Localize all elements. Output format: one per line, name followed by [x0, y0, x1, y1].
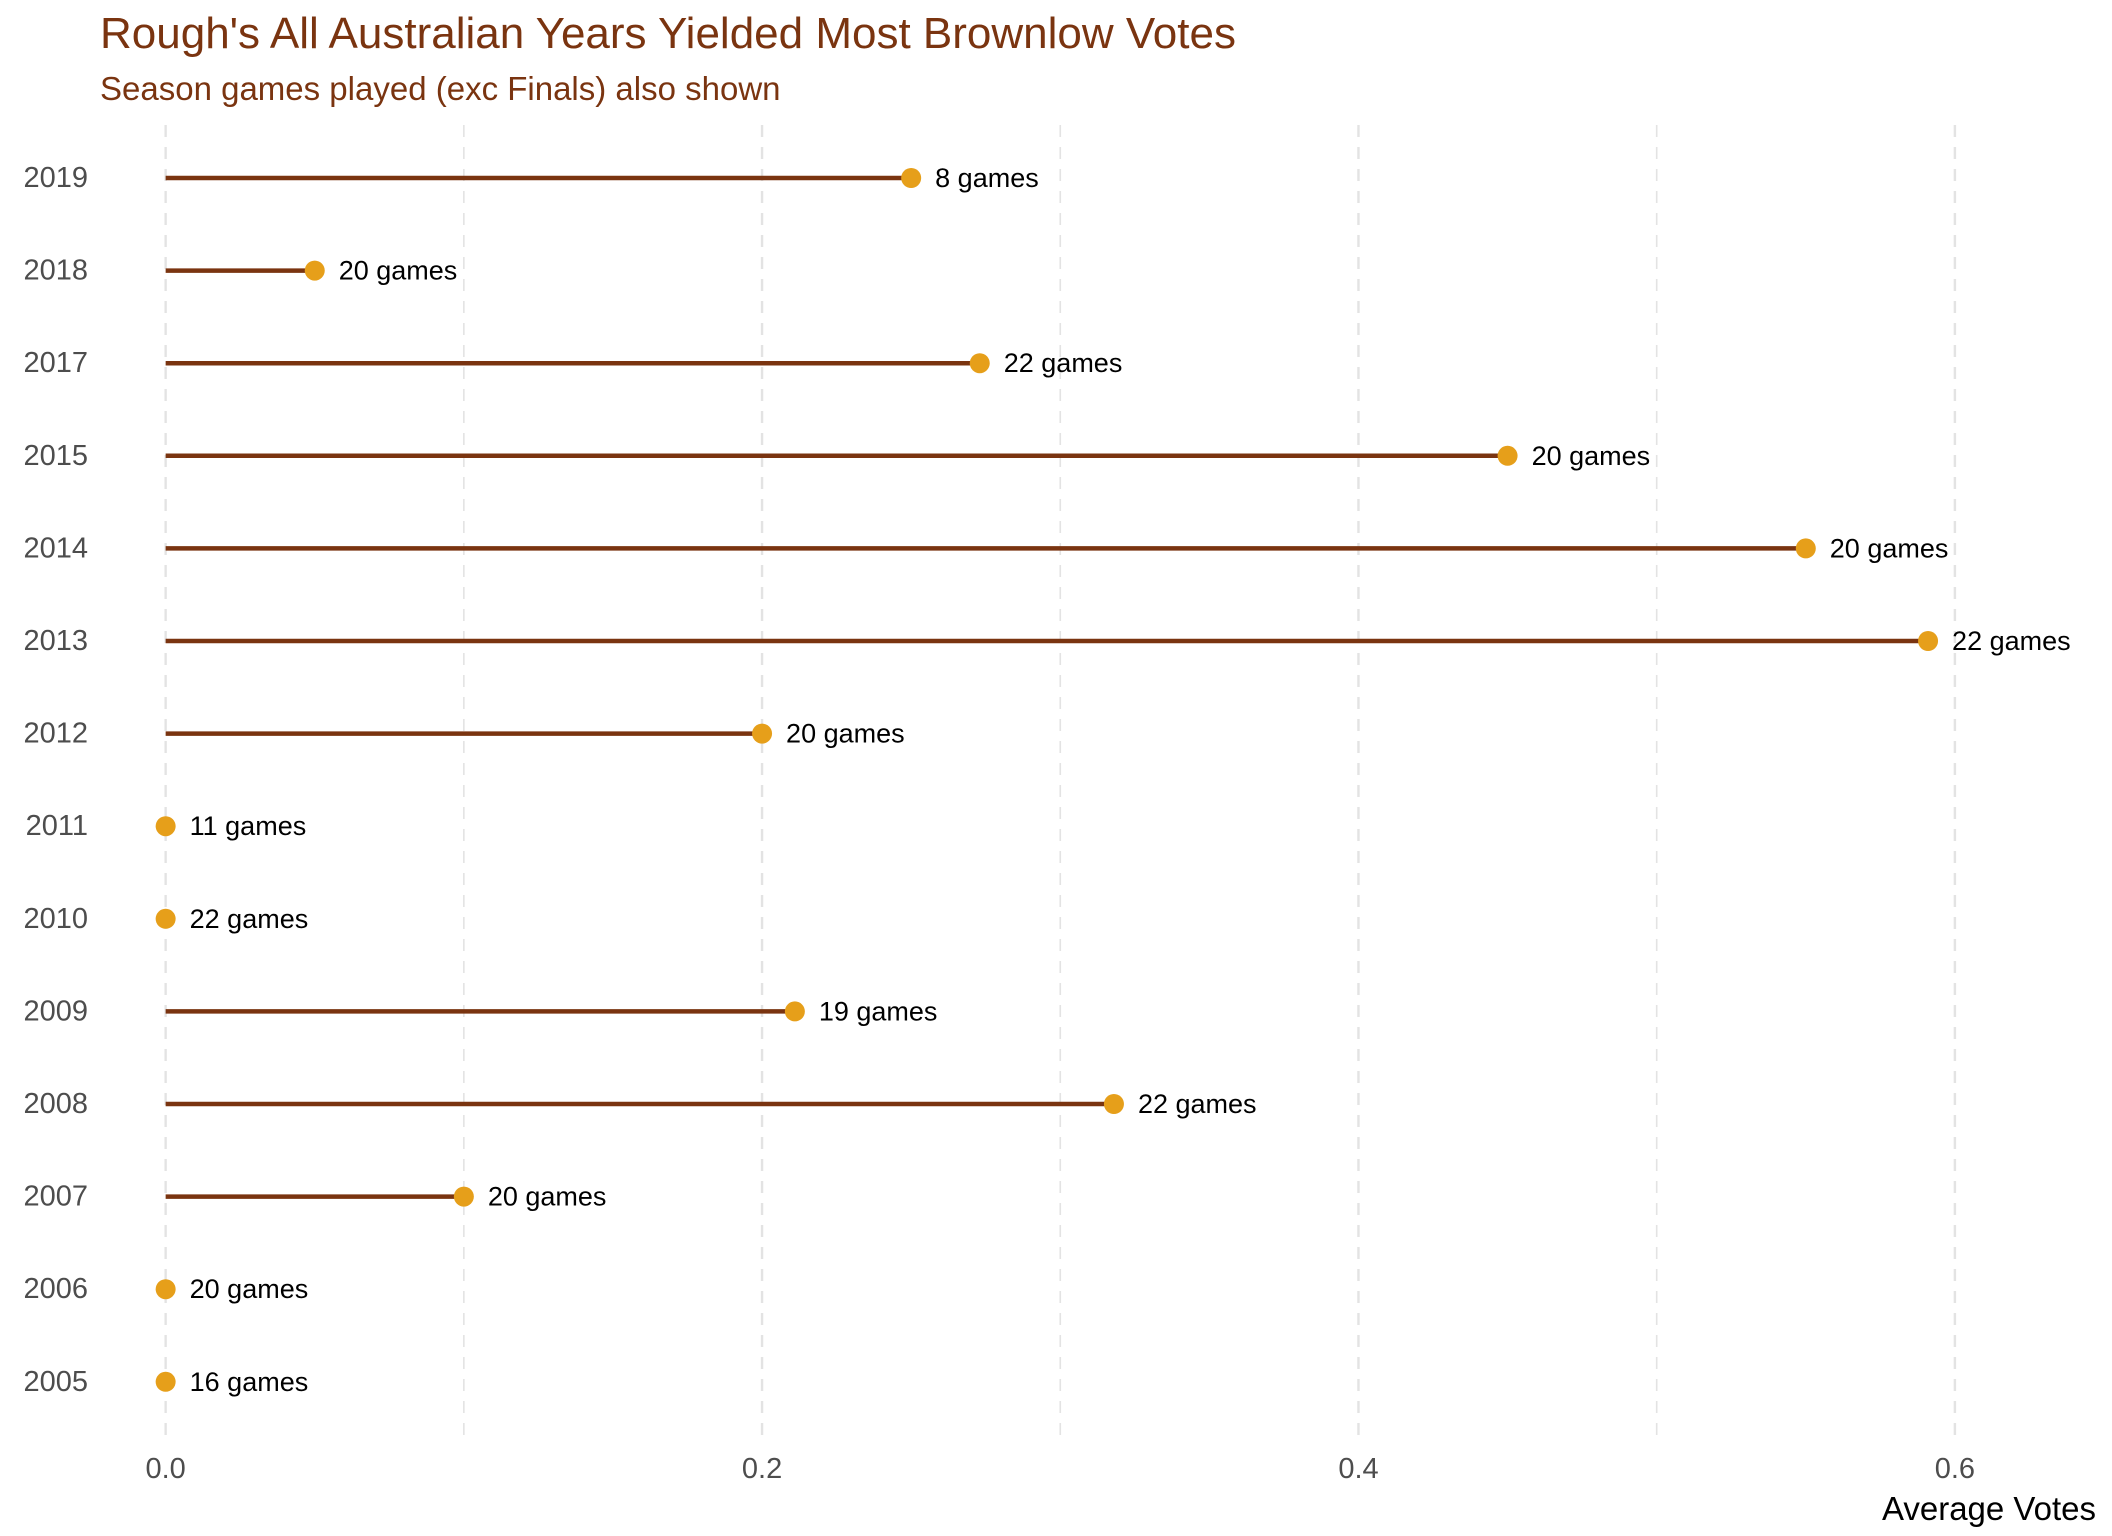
point-2018	[304, 260, 325, 281]
y-tick-label-2015: 2015	[23, 440, 88, 472]
y-tick-label-2010: 2010	[23, 903, 88, 935]
point-2012	[752, 723, 773, 744]
data-label-2011: 11 games	[190, 811, 307, 841]
point-2008	[1103, 1094, 1124, 1114]
y-tick-label-2014: 2014	[23, 532, 88, 564]
point-2007	[453, 1186, 474, 1207]
y-tick-label-2005: 2005	[23, 1366, 88, 1398]
y-tick-label-2011: 2011	[26, 810, 88, 842]
y-tick-label-2006: 2006	[23, 1273, 88, 1305]
data-label-2010: 22 games	[190, 904, 309, 934]
x-tick-label: 0.0	[145, 1453, 185, 1485]
chart-subtitle: Season games played (exc Finals) also sh…	[100, 70, 781, 107]
gridlines	[164, 125, 1957, 1440]
y-tick-label-2009: 2009	[23, 995, 88, 1027]
data-label-2018: 20 games	[339, 256, 458, 286]
point-2009	[784, 1001, 805, 1022]
point-2017	[969, 353, 990, 374]
x-tick-label: 0.6	[1935, 1453, 1975, 1485]
y-axis-ticks: 2019 2018 2017 2015 2014 2013 2012 2011 2010 2009…	[23, 162, 88, 1398]
y-tick-label-2007: 2007	[23, 1181, 88, 1213]
point-2010	[155, 908, 176, 929]
data-labels: 8 games 20 games 22 games 20 games 20 games 2…	[190, 163, 2071, 1397]
data-label-2005: 16 games	[190, 1367, 309, 1397]
y-tick-label-2012: 2012	[23, 718, 88, 750]
lollipop-stems	[165, 175, 1929, 1199]
data-label-2012: 20 games	[786, 719, 905, 749]
y-tick-label-2008: 2008	[23, 1088, 88, 1120]
point-2015	[1497, 445, 1518, 466]
data-label-2006: 20 games	[190, 1274, 309, 1304]
data-label-2013: 22 games	[1952, 626, 2071, 656]
data-label-2009: 19 games	[819, 996, 938, 1026]
data-label-2015: 20 games	[1532, 441, 1651, 471]
data-label-2014: 20 games	[1830, 533, 1949, 563]
y-tick-label-2017: 2017	[23, 347, 88, 379]
point-2006	[155, 1279, 176, 1300]
point-2019	[901, 168, 922, 188]
data-label-2007: 20 games	[488, 1182, 607, 1212]
x-tick-label: 0.2	[742, 1453, 782, 1485]
chart-title: Rough's All Australian Years Yielded Mos…	[100, 9, 1236, 58]
lollipop-points	[155, 168, 1939, 1392]
x-tick-label: 0.4	[1338, 1453, 1378, 1485]
point-2014	[1795, 538, 1816, 559]
data-label-2017: 22 games	[1004, 348, 1123, 378]
x-axis-title: Average Votes	[1882, 1490, 2096, 1527]
y-tick-label-2019: 2019	[23, 162, 88, 194]
point-2013	[1918, 631, 1939, 651]
point-2005	[155, 1371, 176, 1392]
data-label-2008: 22 games	[1138, 1089, 1257, 1119]
point-2011	[155, 816, 176, 837]
data-label-2019: 8 games	[935, 163, 1039, 193]
x-axis-ticks: 0.0 0.2 0.4 0.6	[145, 1453, 1975, 1485]
y-tick-label-2018: 2018	[23, 255, 88, 287]
y-tick-label-2013: 2013	[23, 625, 88, 657]
